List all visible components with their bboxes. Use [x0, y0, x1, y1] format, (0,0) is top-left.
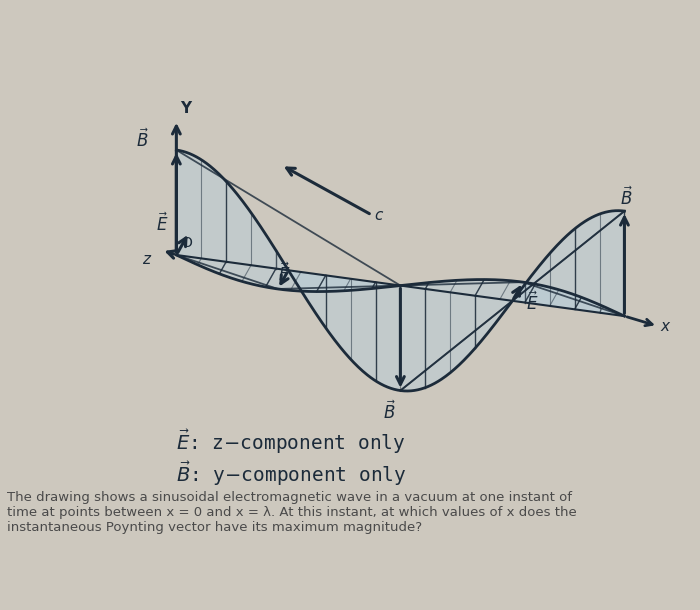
Text: $\vec{B}$: y$-$component only: $\vec{B}$: y$-$component only [176, 460, 407, 488]
Text: Y: Y [180, 101, 191, 116]
Polygon shape [176, 150, 400, 390]
Text: $\vec{E}$: $\vec{E}$ [155, 212, 168, 235]
Text: c: c [374, 208, 383, 223]
Text: $\vec{B}$: $\vec{B}$ [383, 400, 396, 423]
Text: $\vec{E}$: z$-$component only: $\vec{E}$: z$-$component only [176, 428, 406, 456]
Text: $\vec{E}$: $\vec{E}$ [526, 292, 538, 314]
Text: $\vec{E}$: $\vec{E}$ [278, 262, 290, 285]
Text: x: x [661, 319, 670, 334]
Polygon shape [401, 279, 624, 316]
Text: z: z [143, 252, 150, 267]
Polygon shape [176, 255, 400, 292]
Polygon shape [401, 210, 624, 391]
Text: $\vec{B}$: $\vec{B}$ [136, 129, 150, 151]
Text: $\vec{B}$: $\vec{B}$ [620, 187, 633, 209]
Text: The drawing shows a sinusoidal electromagnetic wave in a vacuum at one instant o: The drawing shows a sinusoidal electroma… [7, 491, 576, 534]
Text: O: O [181, 236, 192, 250]
